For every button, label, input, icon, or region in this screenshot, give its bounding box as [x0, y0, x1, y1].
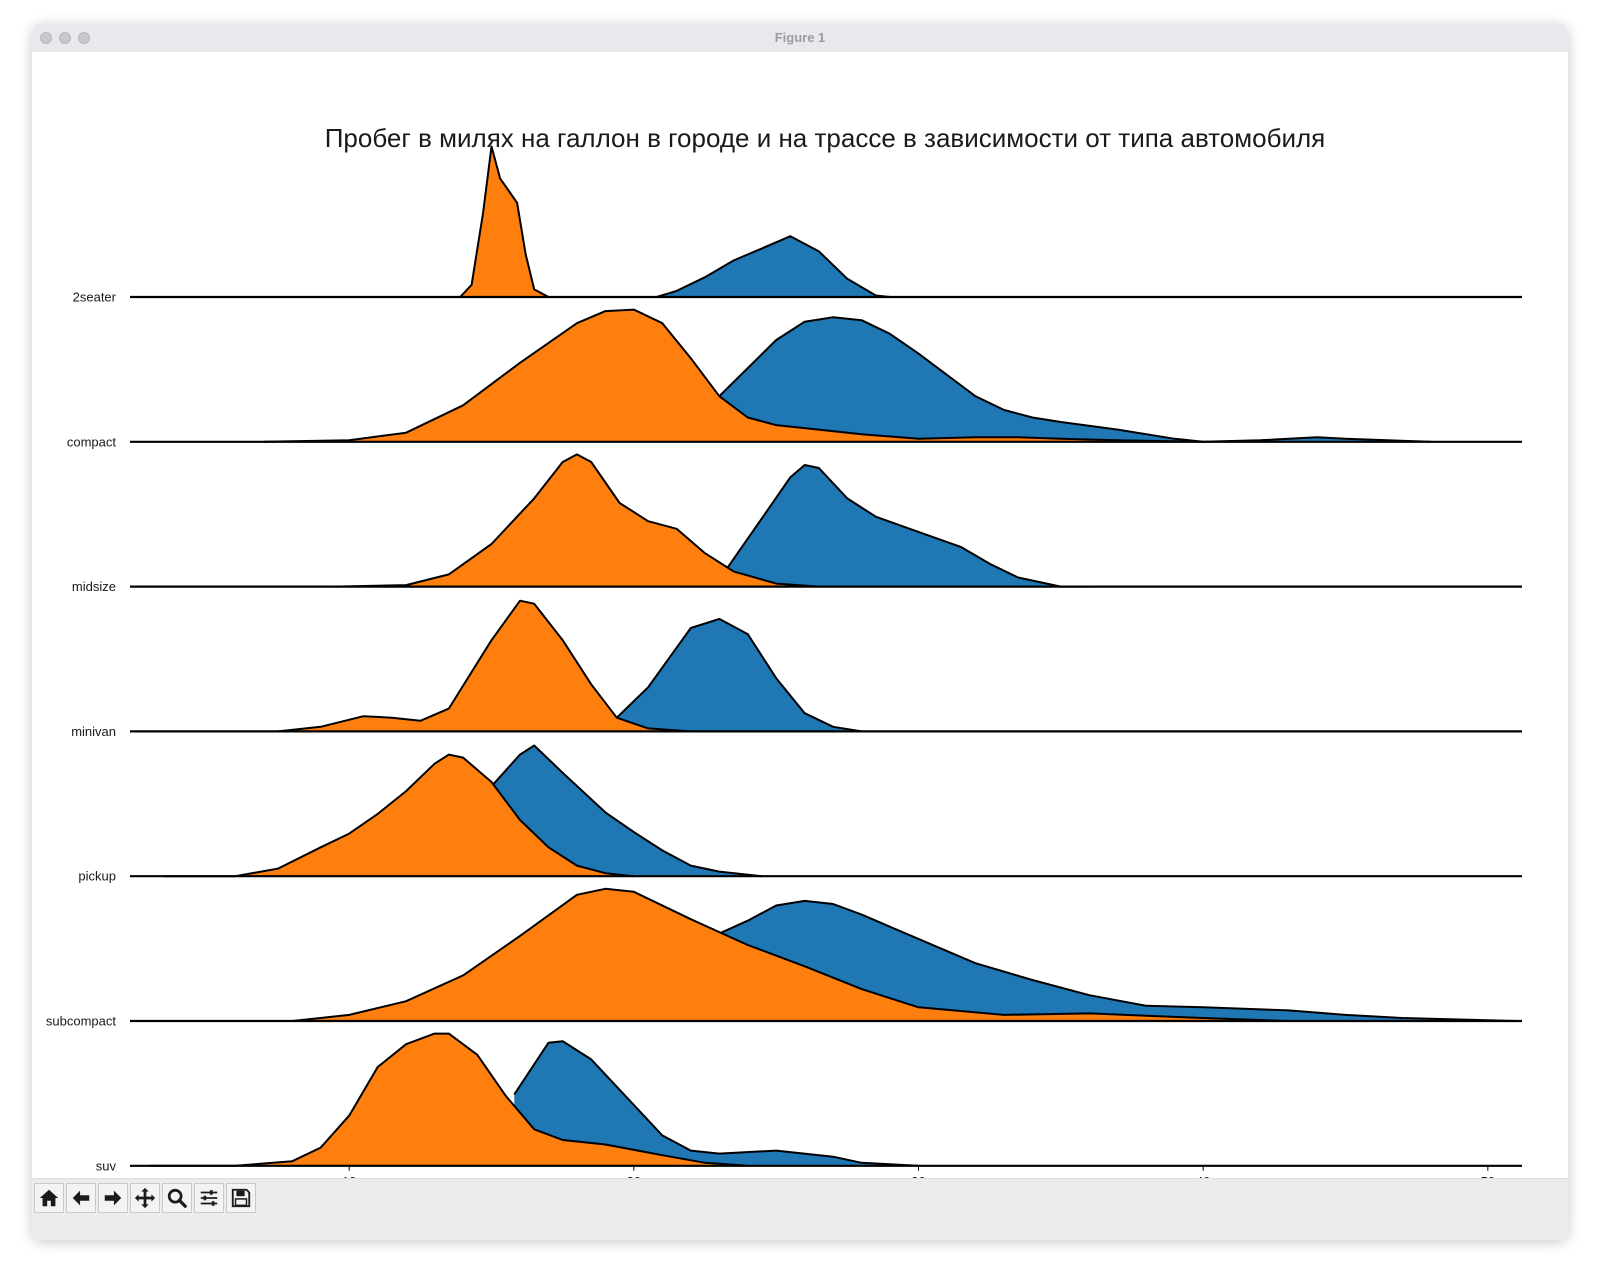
- cty-density-outline: [459, 145, 549, 298]
- ridgeline-chart: Пробег в милях на галлон в городе и на т…: [46, 123, 1522, 1189]
- cty-density-outline: [206, 887, 1289, 1022]
- cty-density-area: [335, 454, 819, 587]
- hwy-density-area: [514, 1041, 919, 1166]
- hwy-density-area: [710, 900, 1517, 1021]
- cty-density-area: [164, 754, 634, 877]
- pan-button[interactable]: [130, 1183, 160, 1213]
- hwy-density-outline: [513, 1040, 919, 1167]
- pan-icon: [134, 1187, 156, 1209]
- title-bar: Figure 1: [32, 24, 1568, 53]
- forward-button[interactable]: [98, 1183, 128, 1213]
- home-button[interactable]: [34, 1183, 64, 1213]
- navigation-toolbar: [32, 1178, 1568, 1240]
- ridge-label: subcompact: [46, 1014, 116, 1029]
- chart-title: Пробег в милях на галлон в городе и на т…: [325, 123, 1326, 153]
- cty-density-outline: [149, 1032, 748, 1167]
- back-arrow-icon: [72, 1190, 90, 1206]
- cty-density-outline: [263, 308, 1204, 443]
- ridge-row-compact: compact: [67, 308, 1522, 449]
- cty-density-outline: [164, 753, 635, 878]
- save-icon: [231, 1188, 251, 1208]
- cty-density-outline: [334, 453, 819, 588]
- ridge-row-suv: suv: [96, 1032, 1522, 1173]
- ridge-row-minivan: minivan: [71, 599, 1522, 739]
- forward-arrow-icon: [104, 1190, 122, 1206]
- ridge-label: pickup: [78, 869, 116, 884]
- hwy-density-outline: [710, 899, 1517, 1022]
- save-button[interactable]: [226, 1183, 256, 1213]
- plot-canvas: Пробег в милях на галлон в городе и на т…: [32, 52, 1568, 1189]
- hwy-density-outline: [718, 316, 1431, 443]
- hwy-density-outline: [724, 464, 1090, 588]
- hwy-density-outline: [616, 617, 862, 733]
- subplots-configure-icon: [200, 1190, 218, 1206]
- zoom-button[interactable]: [162, 1183, 192, 1213]
- ridge-label: suv: [96, 1158, 117, 1173]
- zoom-window-button[interactable]: [78, 32, 90, 44]
- close-window-button[interactable]: [40, 32, 52, 44]
- hwy-density-area: [656, 236, 890, 297]
- zoom-icon: [167, 1188, 187, 1208]
- ridge-row-midsize: midsize: [72, 453, 1522, 594]
- hwy-density-area: [616, 618, 862, 732]
- cty-density-outline: [277, 599, 691, 733]
- hwy-density-area: [485, 745, 762, 877]
- ridge-row-subcompact: subcompact: [46, 887, 1522, 1029]
- figure-window: Figure 1 Пробег в милях на галлон в горо…: [32, 24, 1568, 1240]
- hwy-density-outline: [656, 235, 891, 298]
- ridge-row-pickup: pickup: [78, 744, 1522, 884]
- x-axis: 1020304050: [342, 1165, 1495, 1189]
- back-button[interactable]: [66, 1183, 96, 1213]
- ridge-row-2seater: 2seater: [73, 145, 1522, 305]
- hwy-density-area: [719, 317, 1431, 442]
- ridge-label: midsize: [72, 579, 116, 594]
- cty-density-area: [278, 600, 691, 732]
- ridge-label: 2seater: [73, 290, 117, 305]
- minimize-window-button[interactable]: [59, 32, 71, 44]
- ridges-group: 2seater compact midsize minivan pickup subcom…: [46, 145, 1522, 1173]
- hwy-density-area: [724, 465, 1090, 587]
- configure-subplots-button[interactable]: [194, 1183, 224, 1213]
- ridge-label: minivan: [71, 724, 116, 739]
- ridge-label: compact: [67, 434, 117, 449]
- hwy-density-outline: [485, 744, 763, 878]
- cty-density-area: [206, 888, 1289, 1021]
- cty-density-area: [149, 1033, 748, 1166]
- window-title: Figure 1: [774, 30, 826, 45]
- cty-density-area: [263, 309, 1204, 442]
- home-icon: [39, 1189, 59, 1207]
